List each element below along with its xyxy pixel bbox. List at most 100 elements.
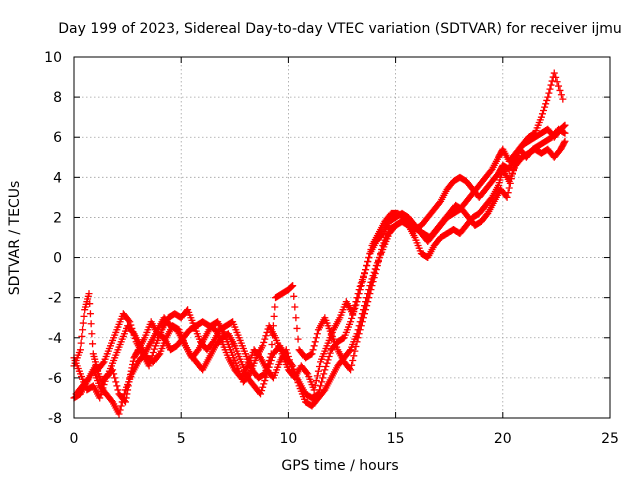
data-point (270, 312, 278, 320)
data-point (357, 279, 365, 287)
data-point (364, 298, 372, 306)
data-point (372, 266, 380, 274)
data-point (507, 175, 515, 183)
data-point (323, 359, 331, 367)
data-point (367, 246, 375, 254)
data-point (262, 367, 270, 375)
data-point (326, 349, 334, 357)
data-point (118, 398, 126, 406)
data-point (313, 372, 321, 380)
data-point (261, 370, 269, 378)
y-tick-label: 6 (53, 130, 62, 146)
data-point (77, 339, 85, 347)
y-tick-label: -6 (48, 371, 62, 387)
data-points (70, 69, 569, 418)
data-point (319, 374, 327, 382)
data-point (560, 129, 568, 137)
series-4 (72, 125, 569, 398)
data-point (87, 320, 95, 328)
data-point (312, 334, 320, 342)
data-point (371, 270, 379, 278)
data-point (289, 282, 297, 290)
data-point (544, 93, 552, 101)
data-point (353, 338, 361, 346)
data-point (312, 377, 320, 385)
data-point (553, 78, 561, 86)
data-point (260, 380, 268, 388)
data-point (354, 290, 362, 298)
data-point (86, 300, 94, 308)
y-axis-label: SDTVAR / TECUs (7, 181, 23, 296)
data-point (292, 314, 300, 322)
data-point (325, 352, 333, 360)
data-point (541, 103, 549, 111)
y-tick-label: -2 (48, 291, 62, 307)
x-tick-label: 15 (387, 431, 405, 447)
data-point (264, 360, 272, 368)
data-point (291, 303, 299, 311)
data-point (508, 170, 516, 178)
data-point (548, 77, 556, 85)
data-point (310, 342, 318, 350)
data-point (289, 362, 297, 370)
data-point (119, 394, 127, 402)
data-point (112, 378, 120, 386)
data-point (349, 310, 357, 318)
data-point (263, 363, 271, 371)
data-point (503, 193, 511, 201)
data-point (261, 377, 269, 385)
data-point (155, 351, 163, 359)
data-point (290, 365, 298, 373)
data-point (511, 162, 519, 170)
y-tick-labels: -8 -6 -4 -2 0 2 4 6 8 10 (44, 50, 62, 427)
data-point (126, 318, 134, 326)
data-point (314, 367, 322, 375)
data-point (561, 137, 569, 145)
data-point (557, 91, 565, 99)
y-tick-label: 0 (53, 251, 62, 267)
data-point (547, 81, 555, 89)
data-point (311, 338, 319, 346)
data-point (355, 286, 363, 294)
data-point (361, 269, 369, 277)
y-tick-label: 4 (53, 170, 62, 186)
y-tick-label: -4 (48, 331, 62, 347)
data-point (367, 286, 375, 294)
data-point (350, 306, 358, 314)
data-point (365, 254, 373, 262)
data-point (262, 332, 270, 340)
data-point (353, 294, 361, 302)
data-point (76, 346, 84, 354)
data-point (540, 106, 548, 114)
data-point (259, 342, 267, 350)
data-point (352, 298, 360, 306)
data-point (266, 353, 274, 361)
data-point (129, 357, 137, 365)
data-point (504, 189, 512, 197)
data-point (294, 379, 302, 387)
data-point (79, 326, 87, 334)
data-point (365, 294, 373, 302)
data-point (78, 332, 86, 340)
data-point (120, 390, 128, 398)
chart-title: Day 199 of 2023, Sidereal Day-to-day VTE… (58, 21, 622, 37)
data-point (538, 110, 546, 118)
data-point (317, 382, 325, 390)
data-point (351, 302, 359, 310)
data-point (245, 371, 253, 379)
y-tick-label: 10 (44, 50, 62, 66)
data-point (145, 362, 153, 370)
data-point (150, 345, 158, 353)
data-point (350, 352, 358, 360)
data-point (550, 69, 558, 77)
data-point (310, 386, 318, 394)
data-point (366, 290, 374, 298)
data-point (294, 335, 302, 343)
data-point (543, 96, 551, 104)
data-point (374, 258, 382, 266)
data-point (352, 342, 360, 350)
data-point (99, 359, 107, 367)
data-point (117, 402, 125, 410)
data-point (86, 310, 94, 318)
data-point (321, 366, 329, 374)
